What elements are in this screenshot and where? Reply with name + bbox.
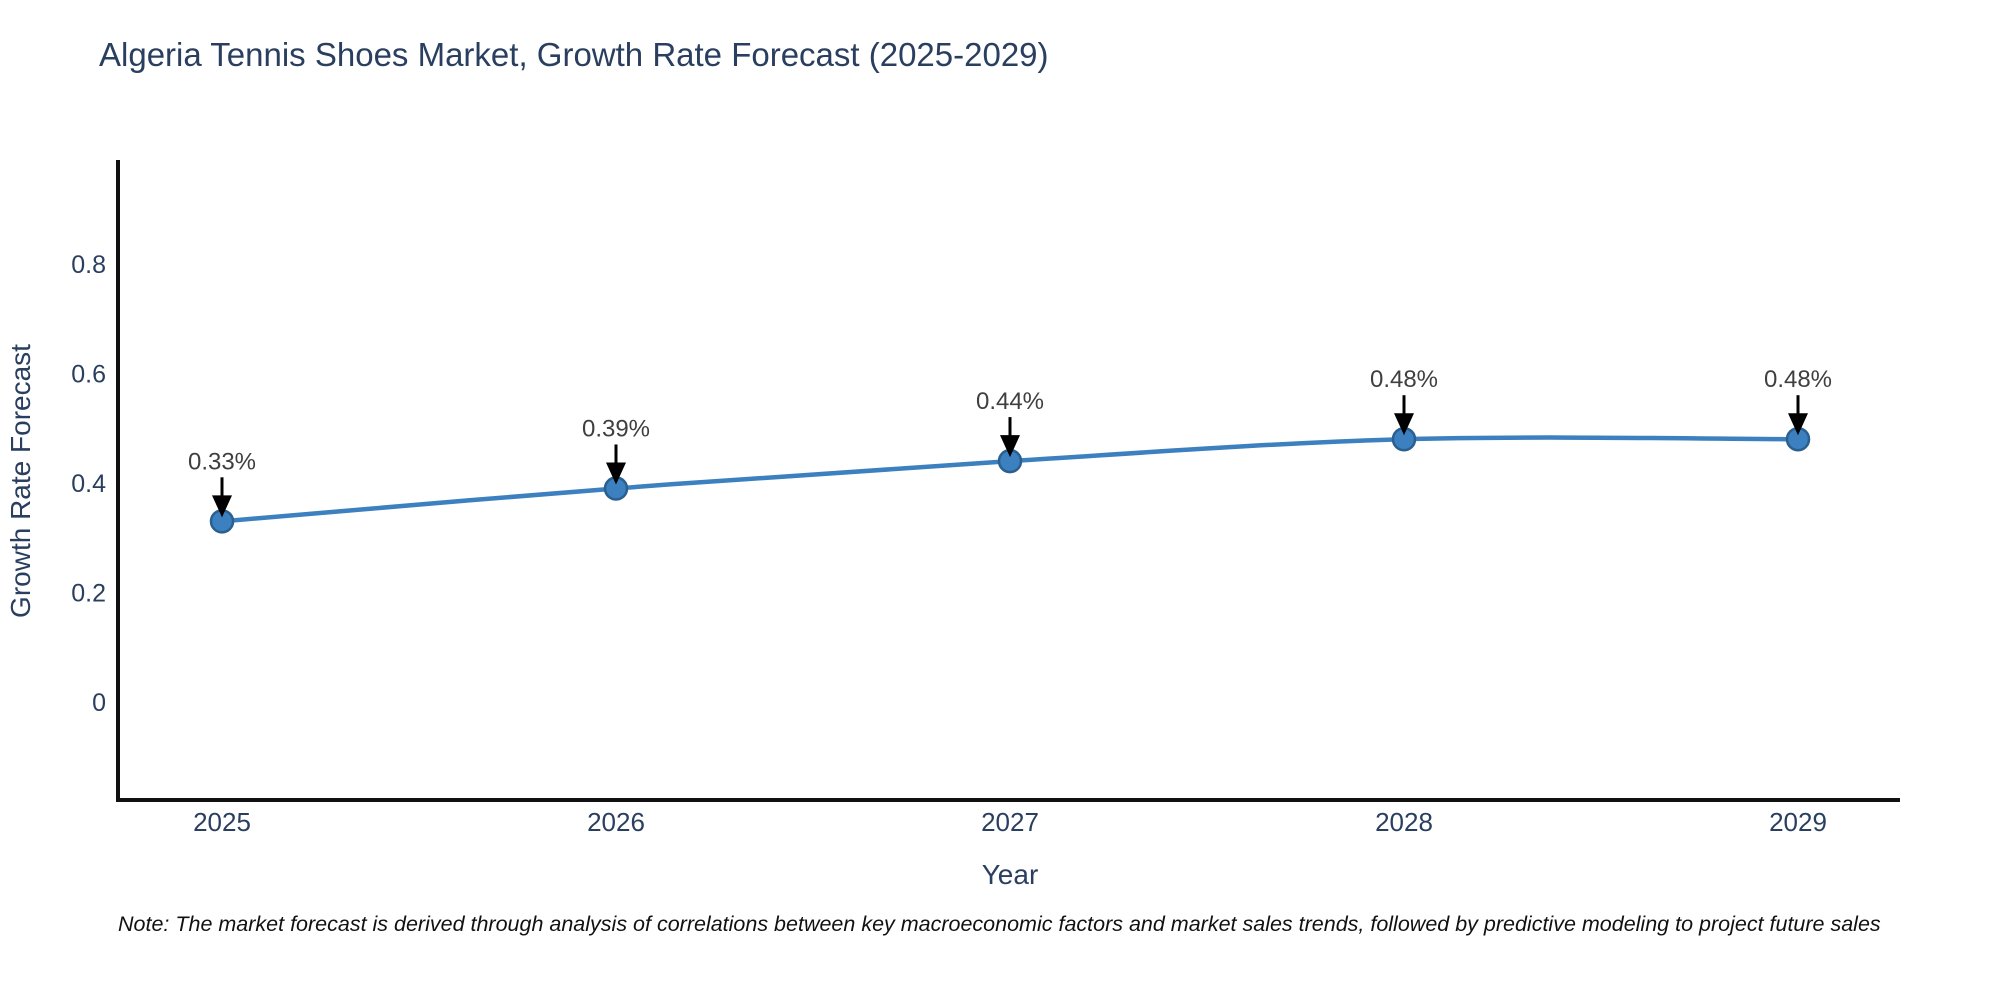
footnote-text: Note: The market forecast is derived thr…: [118, 912, 1881, 936]
chart-title: Algeria Tennis Shoes Market, Growth Rate…: [99, 36, 1049, 73]
annotation-arrowhead-icon: [1394, 413, 1414, 436]
annotation-arrowhead-icon: [1000, 435, 1020, 458]
x-tick-label: 2025: [193, 807, 251, 837]
x-axis-tick-labels: 2025 2026 2027 2028 2029: [193, 807, 1827, 837]
annotation-arrowhead-icon: [606, 462, 626, 485]
data-point-label: 0.33%: [188, 448, 256, 475]
data-point-annotations: 0.33% 0.39% 0.44% 0.48% 0.48%: [188, 366, 1832, 518]
y-axis-title: Growth Rate Forecast: [5, 344, 36, 618]
y-axis-tick-labels: 0 0.2 0.4 0.6 0.8: [71, 251, 106, 717]
y-tick-label: 0.4: [71, 470, 106, 498]
y-tick-label: 0.8: [71, 251, 106, 279]
y-tick-label: 0.6: [71, 361, 106, 389]
x-axis-title: Year: [982, 859, 1039, 890]
x-tick-label: 2028: [1375, 807, 1433, 837]
x-tick-label: 2029: [1769, 807, 1827, 837]
y-tick-label: 0: [92, 689, 106, 717]
data-point-label: 0.44%: [976, 388, 1044, 415]
data-point-label: 0.39%: [582, 415, 650, 442]
forecast-line-series: [209, 426, 1811, 534]
data-point-label: 0.48%: [1370, 366, 1438, 393]
y-tick-label: 0.2: [71, 580, 106, 608]
annotation-arrowhead-icon: [212, 495, 232, 518]
x-tick-label: 2027: [981, 807, 1039, 837]
data-point-label: 0.48%: [1764, 366, 1832, 393]
annotation-arrowhead-icon: [1788, 413, 1808, 436]
x-tick-label: 2026: [587, 807, 645, 837]
